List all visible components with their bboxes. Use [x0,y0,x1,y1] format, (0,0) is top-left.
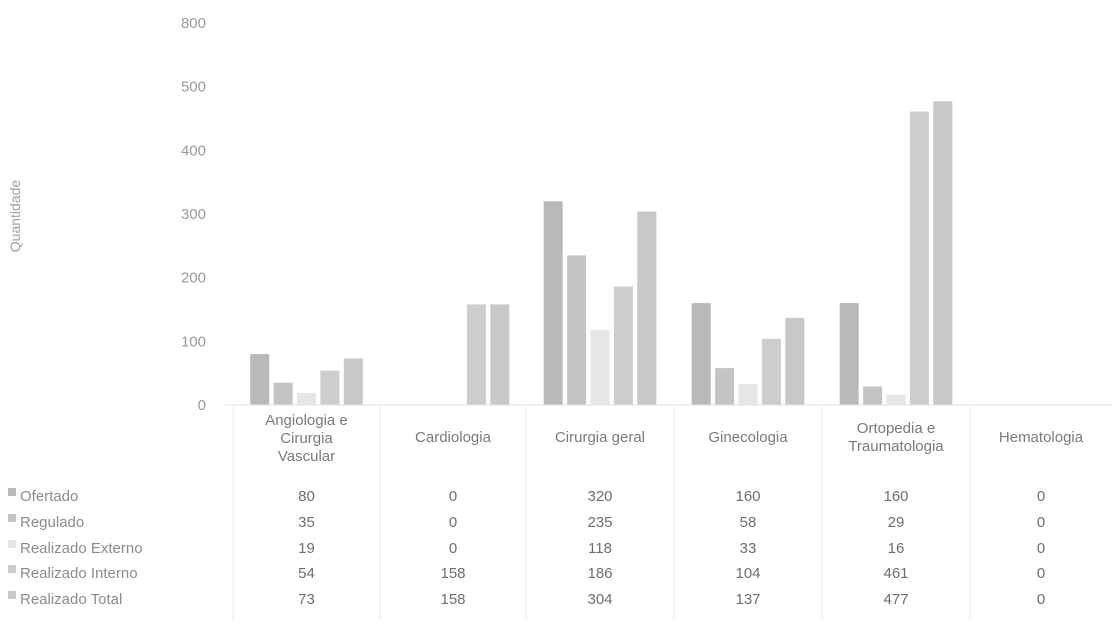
data-label: 35 [298,514,315,531]
bar-ofertado [543,201,563,405]
data-label: 477 [883,591,908,608]
data-label: 0 [1037,591,1045,608]
bar-realizado-total [637,211,657,405]
legend-swatch [8,488,16,496]
y-tick-label: 200 [181,270,206,287]
bar-realizado-externo [738,384,758,405]
bar-realizado-interno [613,286,633,405]
legend-swatch [8,540,16,548]
data-label: 0 [1037,514,1045,531]
category-label: Cardiologia [415,429,492,446]
y-tick-label: 400 [181,142,206,159]
bar-realizado-interno [466,304,486,405]
category-label: Hematologia [999,429,1084,446]
data-label: 104 [735,565,760,582]
legend-label: Ofertado [20,488,78,505]
data-label: 0 [449,488,457,505]
bar-regulado [273,382,293,405]
category-label: Cirurgia [280,430,333,447]
y-tick-label: 300 [181,206,206,223]
legend-swatch [8,565,16,573]
category-label: Traumatologia [848,438,944,455]
data-label: 29 [888,514,905,531]
y-tick-label: 500 [181,79,206,96]
data-label: 158 [440,565,465,582]
bar-realizado-externo [590,329,610,405]
data-label: 80 [298,488,315,505]
bar-realizado-total [490,304,510,405]
data-label: 19 [298,540,315,557]
data-label: 73 [298,591,315,608]
data-label: 0 [1037,540,1045,557]
bar-realizado-total [343,358,363,405]
data-label: 0 [1037,488,1045,505]
y-axis: 0 100 200 300 400 500 800 [181,15,206,414]
bar-realizado-externo [886,394,906,405]
y-tick-label: 800 [181,15,206,32]
bar-realizado-total [933,101,953,406]
bar-realizado-total [785,317,805,405]
y-tick-label: 100 [181,333,206,350]
legend-label: Realizado Externo [20,540,143,557]
bar-ofertado [691,303,711,405]
bar-ofertado [839,303,859,405]
data-label: 160 [735,488,760,505]
legend-label: Realizado Interno [20,565,138,582]
data-label: 320 [587,488,612,505]
bars [250,101,953,406]
data-label: 118 [588,540,612,557]
y-axis-label: Quantidade [7,180,23,253]
legend-swatch [8,591,16,599]
data-label: 160 [883,488,908,505]
data-label: 235 [587,514,612,531]
bar-regulado [863,386,883,405]
data-label: 137 [735,591,760,608]
data-label: 54 [298,565,315,582]
data-label: 158 [440,591,465,608]
legend-label: Realizado Total [20,591,122,608]
bar-ofertado [250,354,270,405]
data-label: 0 [1037,565,1045,582]
bar-realizado-externo [297,392,316,405]
legend-label: Regulado [20,514,84,531]
bar-realizado-interno [761,338,781,405]
bar-realizado-interno [320,370,340,405]
data-label: 33 [740,540,757,557]
bar-regulado [715,368,735,405]
data-label: 58 [740,514,757,531]
legend-swatch [8,514,16,522]
category-label: Ginecologia [708,429,788,446]
bar-realizado-interno [909,111,929,405]
bar-regulado [567,255,587,405]
category-label: Angiologia e [265,412,348,429]
data-label: 0 [449,540,457,557]
data-label: 16 [888,540,905,557]
category-label: Ortopedia e [857,420,935,437]
data-label: 304 [587,591,612,608]
category-label: Cirurgia geral [555,429,645,446]
y-tick-label: 0 [198,397,206,414]
data-label: 461 [883,565,908,582]
data-label: 186 [587,565,612,582]
category-label: Vascular [278,448,335,465]
data-label: 0 [449,514,457,531]
